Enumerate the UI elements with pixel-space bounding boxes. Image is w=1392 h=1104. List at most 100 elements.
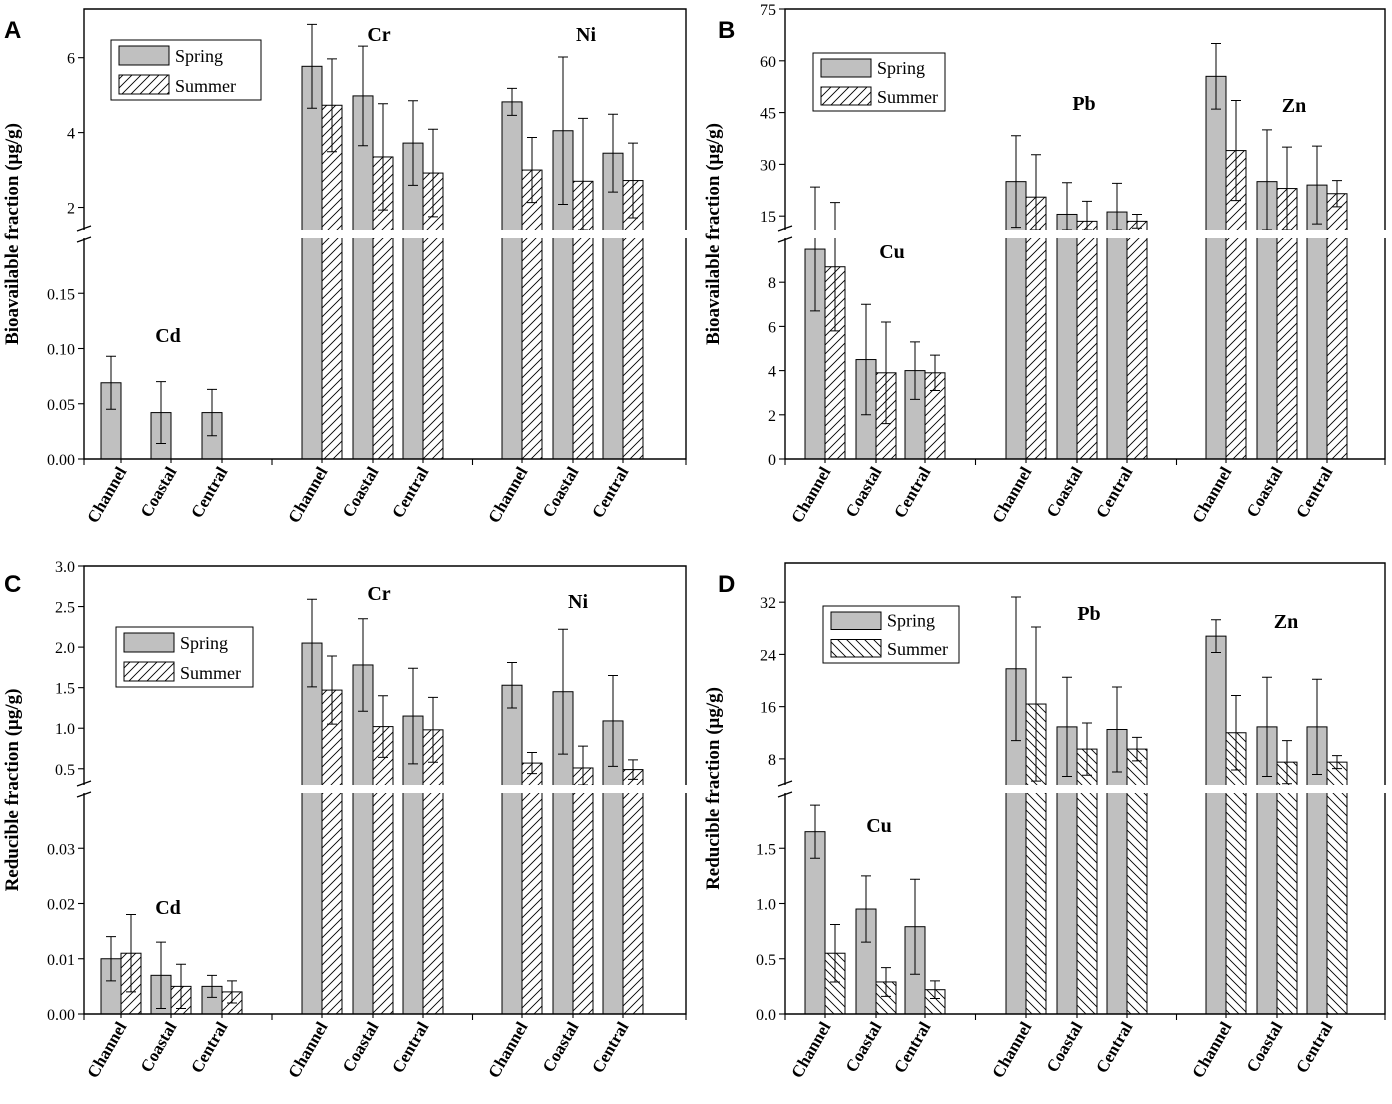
- x-tick-label: Central: [890, 1018, 934, 1076]
- x-tick-label: Coastal: [137, 463, 181, 520]
- error-bar-summer-cr-coastal: [378, 695, 388, 758]
- y-tick-label: 4: [67, 126, 75, 143]
- error-bar-spring-ni-central: [608, 675, 618, 767]
- metal-label: Cr: [367, 583, 390, 605]
- frame-upper: [784, 8, 1386, 230]
- y-tick-label: 2.5: [55, 600, 75, 617]
- x-tick-label: Channel: [787, 463, 834, 526]
- metal-label: Pb: [1077, 603, 1100, 625]
- group-cr: Channel Coastal Central Cr: [284, 583, 444, 1081]
- y-tick-label: 0.02: [47, 897, 75, 914]
- error-bar-spring-pb-channel: [1011, 135, 1021, 229]
- x-tick-label: Coastal: [1243, 463, 1287, 520]
- error-bar-spring-cu-coastal: [861, 303, 871, 416]
- error-bar-summer-zn-channel: [1231, 100, 1241, 202]
- x-tick-label: Coastal: [1043, 463, 1087, 520]
- y-tick-label: 1.5: [756, 841, 776, 858]
- x-tick-label: Coastal: [339, 1018, 383, 1075]
- y-tick-label: 1.5: [55, 681, 75, 698]
- metal-label: Cu: [879, 241, 905, 263]
- x-tick-label: Channel: [83, 1018, 130, 1081]
- y-tick-label: 0.03: [47, 841, 75, 858]
- error-bar-spring-cr-central: [408, 667, 418, 765]
- x-tick-label: Channel: [988, 1018, 1035, 1081]
- error-bar-summer-pb-central: [1132, 736, 1142, 762]
- legend-label-summer: Summer: [877, 87, 938, 107]
- x-tick-label: Channel: [284, 1018, 331, 1081]
- error-bar-spring-ni-coastal: [558, 56, 568, 206]
- error-bar-spring-cd-coastal: [156, 381, 166, 445]
- y-axis-title: Reducible fraction (μg/g): [703, 687, 724, 890]
- legend-swatch-spring: [123, 632, 175, 653]
- x-tick-label: Central: [890, 463, 934, 521]
- error-bar-spring-cr-channel: [307, 23, 317, 109]
- legend-swatch-spring: [820, 58, 872, 78]
- frame-upper: [83, 565, 687, 785]
- metal-label: Cd: [155, 897, 181, 919]
- axis-break-gap: [82, 785, 688, 793]
- group-zn: Channel Coastal Central Zn: [1188, 611, 1348, 1081]
- legend-label-spring: Spring: [887, 611, 935, 631]
- y-tick-label: 15: [760, 209, 776, 226]
- metal-label: Zn: [1274, 611, 1298, 633]
- error-bar-summer-cr-central: [428, 128, 438, 218]
- group-cu: Channel Coastal Central Cu: [787, 186, 946, 526]
- error-bar-summer-cu-channel: [830, 202, 840, 332]
- y-tick-label: 45: [760, 106, 776, 123]
- bar-summer-zn-central: [1326, 761, 1348, 1015]
- error-bar-summer-ni-central: [628, 759, 638, 780]
- legend-swatch-summer: [118, 74, 170, 95]
- error-bar-summer-cu-central: [930, 354, 940, 391]
- bar-summer-cr-channel: [321, 689, 343, 1015]
- error-bar-summer-cu-central: [930, 980, 940, 1000]
- error-bar-spring-zn-central: [1312, 145, 1322, 225]
- x-tick-label: Central: [187, 463, 231, 521]
- bar-spring-cr-coastal: [352, 95, 374, 460]
- bar-summer-cr-channel: [321, 104, 343, 460]
- x-tick-label: Channel: [83, 463, 130, 526]
- bar-spring-zn-central: [1306, 184, 1328, 460]
- x-tick-label: Coastal: [339, 463, 383, 520]
- y-tick-label: 0.5: [756, 952, 776, 969]
- bar-summer-ni-channel: [521, 762, 543, 1015]
- error-bar-spring-pb-channel: [1011, 596, 1021, 742]
- x-tick-label: Channel: [988, 463, 1035, 526]
- bar-spring-pb-coastal: [1056, 213, 1078, 460]
- error-bar-spring-pb-central: [1112, 686, 1122, 773]
- error-bar-summer-ni-channel: [527, 752, 537, 775]
- y-tick-label: 1.0: [756, 897, 776, 914]
- group-pb: Channel Coastal Central Pb: [988, 93, 1148, 526]
- axis-break-gap: [82, 230, 688, 238]
- bar-summer-pb-central: [1126, 220, 1148, 460]
- x-tick-label: Central: [1292, 463, 1336, 521]
- error-bar-summer-zn-central: [1332, 755, 1342, 770]
- axis-break-marker: [777, 225, 793, 243]
- x-tick-label: Channel: [1188, 463, 1235, 526]
- bar-spring-ni-central: [602, 152, 624, 460]
- y-tick-label: 0.00: [47, 1007, 75, 1024]
- x-tick-label: Channel: [284, 463, 331, 526]
- error-bar-summer-cd-channel: [126, 914, 136, 993]
- error-bar-spring-cu-central: [910, 341, 920, 400]
- y-tick-label: 6: [67, 51, 75, 68]
- metal-label: Cr: [367, 24, 390, 46]
- metal-label: Pb: [1072, 93, 1095, 115]
- x-tick-label: Coastal: [539, 463, 583, 520]
- bar-spring-ni-channel: [501, 101, 523, 460]
- legend-swatch-spring: [118, 45, 170, 66]
- legend-label-spring: Spring: [877, 58, 925, 78]
- y-tick-label: 32: [760, 595, 776, 612]
- error-bar-summer-cu-coastal: [881, 321, 891, 425]
- error-bar-spring-ni-channel: [507, 662, 517, 709]
- error-bar-summer-cu-coastal: [881, 967, 891, 997]
- x-tick-label: Central: [187, 1018, 231, 1076]
- legend-label-spring: Spring: [175, 46, 223, 66]
- axis-break-marker: [777, 780, 793, 798]
- x-tick-label: Coastal: [1043, 1018, 1087, 1075]
- bar-spring-pb-central: [1106, 211, 1128, 460]
- y-axis-title: Reducible fraction (μg/g): [2, 689, 23, 892]
